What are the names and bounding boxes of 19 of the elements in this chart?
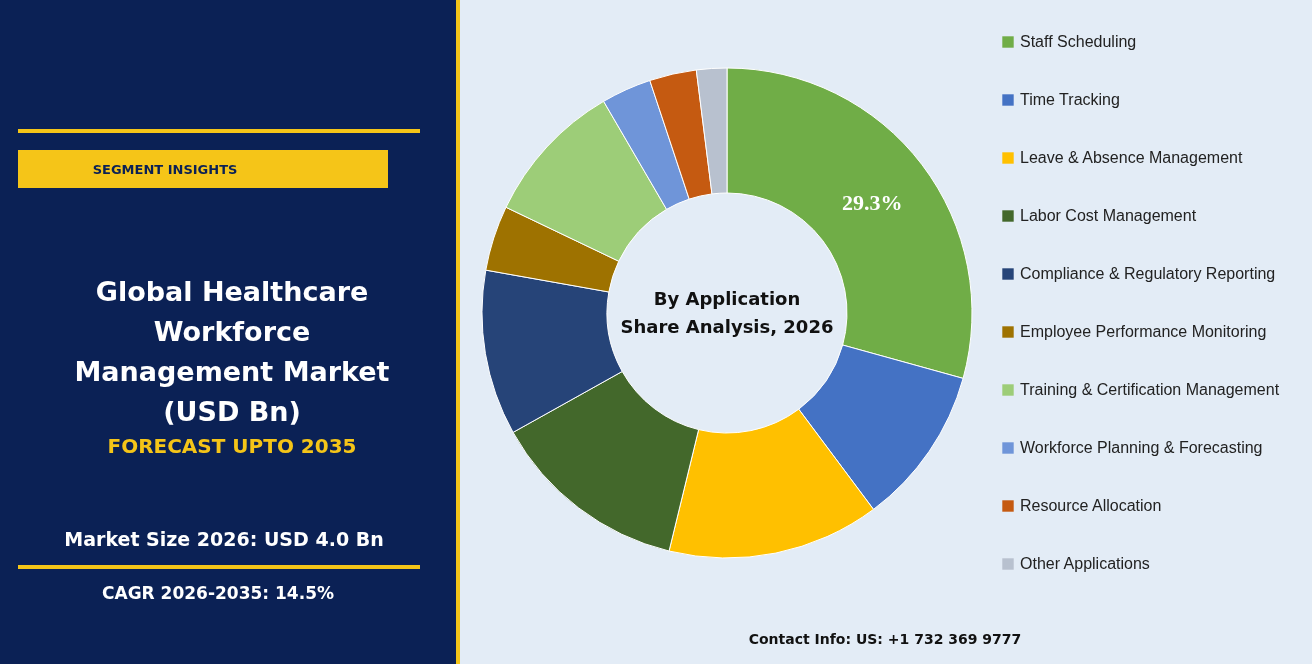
text: Share Analysis, 2026 — [620, 316, 834, 337]
legend-label: Compliance & Regulatory Reporting — [1020, 265, 1276, 282]
text: Contact Info: US: +1 732 369 9777 — [748, 631, 1022, 647]
legend-label: Employee Performance Monitoring — [1020, 323, 1267, 340]
text: Global Healthcare Workforce Management Market (USD Bn) — [74, 276, 390, 427]
legend-label: Time Tracking — [1020, 91, 1120, 108]
legend-label: Labor Cost Management — [1020, 207, 1197, 224]
text: By Application — [653, 288, 801, 309]
text: FORECAST UPTO 2035 — [107, 434, 357, 458]
legend-label: Leave & Absence Management — [1020, 149, 1243, 166]
legend-label: Staff Scheduling — [1020, 33, 1137, 50]
data-label: 29.3% — [842, 189, 903, 215]
legend-label: Workforce Planning & Forecasting — [1020, 439, 1263, 456]
text: CAGR 2026-2035: 14.5% — [102, 583, 334, 603]
legend-label: Training & Certification Management — [1020, 381, 1280, 398]
text: SEGMENT INSIGHTS — [92, 162, 238, 177]
legend-label: Other Applications — [1020, 555, 1150, 572]
text: Market Size 2026: USD 4.0 Bn — [64, 528, 384, 550]
legend-label: Resource Allocation — [1020, 497, 1162, 514]
